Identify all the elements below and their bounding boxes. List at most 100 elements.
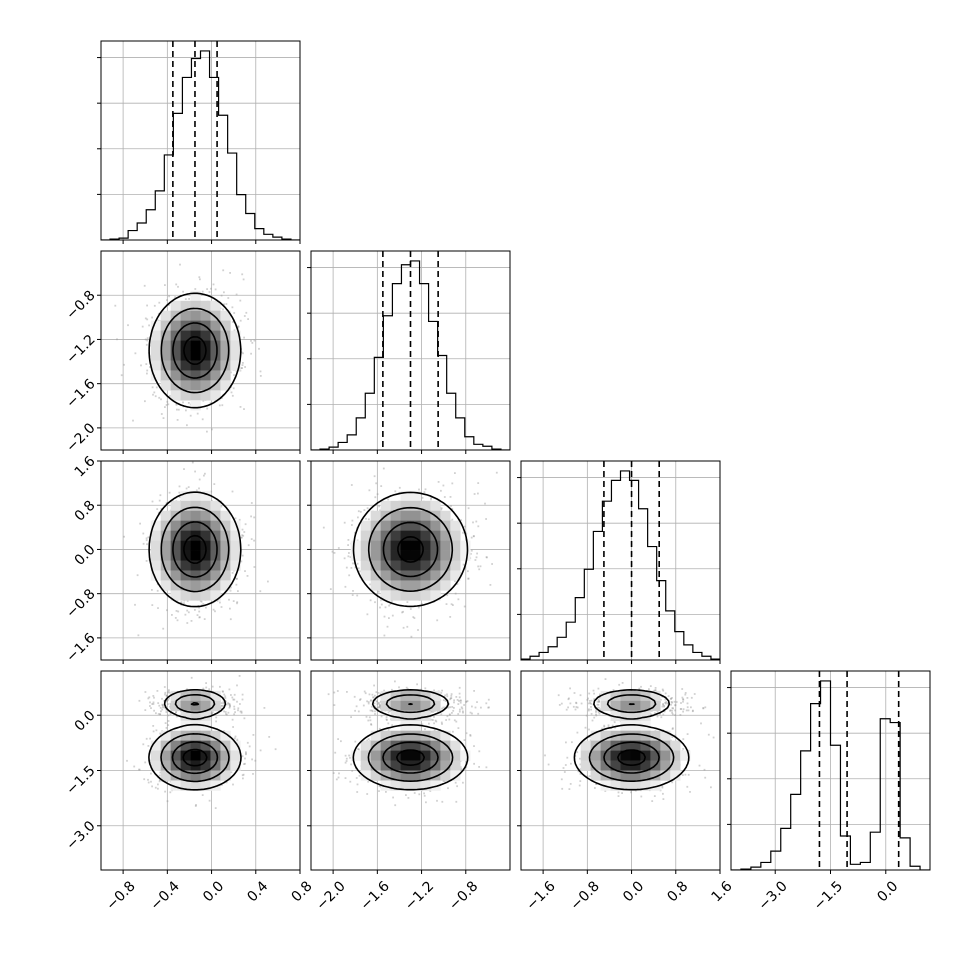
density-cell	[150, 570, 161, 581]
scatter-point	[243, 315, 246, 317]
scatter-point	[229, 618, 232, 621]
density-cell	[180, 490, 191, 502]
scatter-point	[176, 419, 179, 421]
scatter-point	[145, 539, 148, 542]
scatter-point	[209, 402, 212, 405]
scatter-point	[127, 324, 129, 327]
density-cell	[180, 730, 191, 741]
density-cell	[170, 750, 181, 761]
scatter-point	[455, 720, 458, 723]
scatter-point	[478, 568, 481, 571]
scatter-point	[138, 699, 141, 702]
contour-line	[172, 521, 218, 578]
density-cell	[220, 750, 231, 761]
scatter-point	[155, 729, 158, 732]
scatter-point	[222, 702, 225, 705]
scatter-point	[146, 372, 148, 375]
density-cell	[150, 740, 161, 751]
scatter-point	[401, 611, 403, 614]
scatter-point	[184, 298, 187, 300]
scatter-point	[421, 496, 424, 499]
panel-frame	[310, 460, 511, 661]
scatter-point	[149, 701, 151, 704]
scatter-point	[391, 600, 393, 602]
scatter-point	[210, 713, 213, 716]
panel-frame	[520, 460, 721, 661]
density-cell	[170, 320, 181, 331]
scatter-point	[205, 606, 207, 609]
scatter-point	[177, 610, 180, 613]
scatter-point	[178, 485, 181, 488]
scatter-point	[165, 695, 168, 697]
scatter-point	[241, 698, 244, 701]
density-cell	[460, 550, 471, 561]
scatter-point	[171, 614, 173, 616]
scatter-point	[155, 386, 158, 389]
scatter-point	[386, 625, 389, 628]
scatter-point	[157, 783, 159, 786]
density-cell	[360, 540, 371, 551]
density-cell	[380, 580, 391, 591]
density-cell	[210, 300, 221, 311]
scatter-point	[352, 590, 354, 592]
scatter-point	[469, 734, 472, 737]
scatter-point	[430, 497, 432, 499]
scatter-point	[167, 714, 170, 717]
panel-plot-area	[101, 41, 300, 240]
scatter-point	[465, 532, 468, 535]
scatter-point	[187, 402, 190, 404]
density-cell	[380, 590, 391, 601]
scatter-point	[224, 711, 227, 713]
scatter-point	[357, 510, 360, 513]
density-cell	[160, 320, 171, 331]
scatter-point	[194, 805, 197, 807]
density-cell	[170, 780, 181, 791]
scatter-point	[367, 518, 370, 521]
scatter-point	[237, 325, 240, 328]
scatter-point	[252, 773, 254, 775]
density-cell	[410, 530, 421, 541]
density-cell	[150, 550, 161, 561]
scatter-point	[120, 374, 123, 377]
scatter-point	[160, 508, 163, 510]
scatter-point	[174, 617, 177, 619]
scatter-point	[460, 706, 463, 709]
scatter-point	[151, 386, 154, 389]
scatter-point	[236, 700, 238, 703]
scatter-point	[476, 552, 478, 555]
density-cell	[200, 330, 211, 341]
scatter-point	[398, 491, 401, 494]
density-cell	[190, 700, 201, 712]
density-cell	[200, 380, 211, 391]
density-cell	[380, 550, 391, 561]
density-cell	[170, 570, 181, 581]
scatter-point	[451, 482, 454, 485]
scatter-point	[243, 763, 245, 765]
scatter-point	[190, 676, 193, 679]
scatter-point	[450, 603, 453, 606]
density-cell	[190, 400, 201, 411]
scatter-point	[477, 492, 479, 495]
scatter-point	[203, 474, 205, 477]
density-cell	[220, 770, 231, 781]
density-cell	[150, 320, 161, 331]
scatter-point	[230, 371, 232, 374]
density-cell	[210, 570, 221, 581]
scatter-point	[165, 404, 168, 406]
scatter-point	[232, 600, 235, 602]
scatter-point	[225, 713, 227, 715]
scatter-point	[246, 741, 249, 744]
scatter-point	[250, 502, 253, 504]
scatter-point	[165, 708, 168, 711]
density-cell	[420, 500, 431, 512]
scatter-point	[376, 493, 379, 496]
density-cell	[210, 540, 221, 551]
density-cell	[200, 550, 211, 561]
scatter-point	[477, 565, 480, 568]
density-cell	[450, 530, 461, 541]
scatter-point	[240, 711, 243, 714]
scatter-point	[243, 717, 246, 720]
density-cell	[220, 340, 231, 351]
scatter-point	[223, 693, 226, 696]
density-cell	[400, 500, 411, 512]
